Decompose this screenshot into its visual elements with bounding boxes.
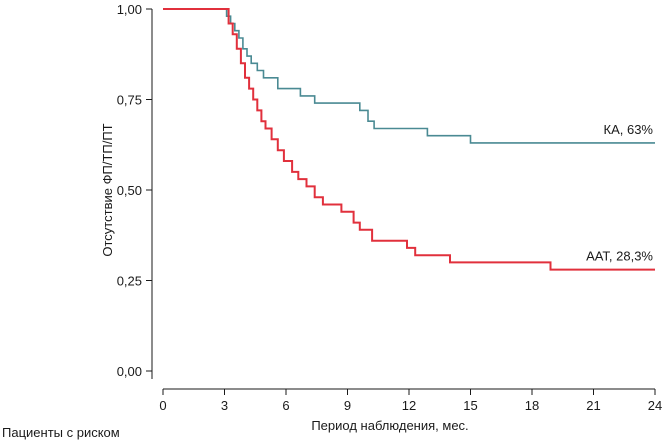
x-tick-label: 9 — [344, 398, 351, 413]
series-label-ka: КА, 63% — [604, 122, 654, 137]
survival-curve-aat — [163, 8, 655, 271]
survival-curves — [163, 8, 655, 271]
series-label-aat: ААТ, 28,3% — [586, 249, 653, 264]
survival-curve-ka — [163, 8, 655, 144]
x-tick-label: 12 — [402, 398, 416, 413]
y-tick-label: 0,50 — [117, 183, 142, 198]
y-axis-title: Отсутствие ФП/ТП/ПТ — [100, 123, 115, 256]
x-tick-label: 21 — [586, 398, 600, 413]
y-tick-label: 1,00 — [117, 2, 142, 17]
x-tick-label: 24 — [648, 398, 662, 413]
series-labels: КА, 63% ААТ, 28,3% — [586, 122, 653, 264]
x-tick-label: 6 — [282, 398, 289, 413]
y-tick-label: 0,25 — [117, 274, 142, 289]
x-tick-label: 15 — [463, 398, 477, 413]
y-tick-label: 0,75 — [117, 93, 142, 108]
y-tick-label: 0,00 — [117, 364, 142, 379]
x-tick-label: 0 — [159, 398, 166, 413]
x-tick-label: 3 — [221, 398, 228, 413]
x-tick-label: 18 — [525, 398, 539, 413]
x-axis-title: Период наблюдения, мес. — [311, 418, 468, 433]
at-risk-row-label: Пациенты с риском — [2, 425, 120, 440]
axes: 0,00 0,25 0,50 0,75 1,00 0 3 6 9 12 15 18 21 24 — [117, 2, 663, 413]
